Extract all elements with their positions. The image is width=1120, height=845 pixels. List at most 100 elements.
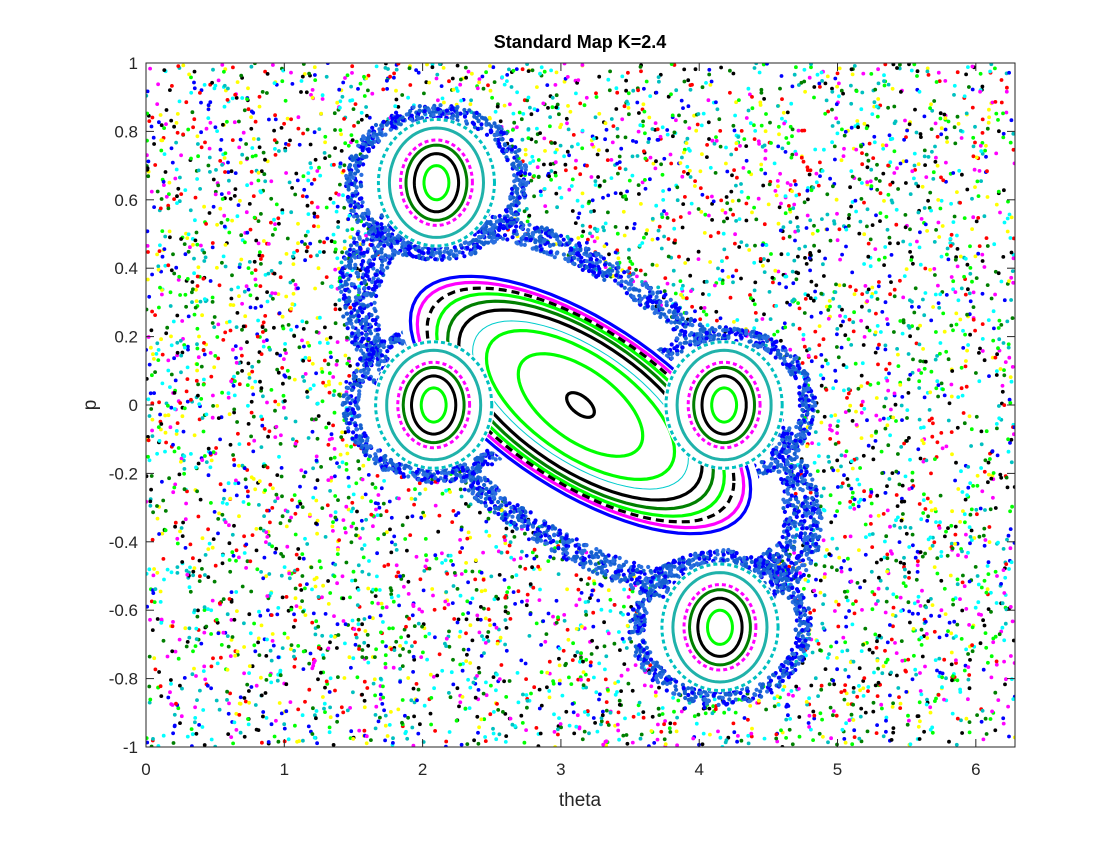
sea-point	[869, 434, 874, 438]
sea-point	[930, 416, 934, 421]
sea-point	[164, 331, 169, 336]
sea-point	[155, 570, 160, 575]
sea-point	[157, 305, 161, 310]
sea-point	[985, 169, 989, 174]
sea-point	[562, 154, 566, 159]
sea-point	[867, 141, 872, 146]
sea-point	[918, 230, 922, 235]
sea-point	[194, 674, 198, 678]
sea-point	[593, 226, 597, 231]
sea-point	[830, 89, 835, 94]
sea-point	[263, 157, 267, 162]
sea-point	[895, 166, 899, 171]
sea-point	[200, 416, 205, 420]
sea-point	[309, 93, 313, 97]
sea-point	[898, 701, 903, 706]
sea-point	[877, 633, 882, 638]
sea-point	[959, 136, 964, 140]
sea-point	[174, 432, 179, 436]
sea-point	[648, 155, 653, 160]
sea-point	[865, 207, 870, 212]
sea-point	[289, 607, 294, 612]
sea-point	[681, 202, 686, 207]
sea-point	[253, 487, 258, 492]
sea-point	[817, 249, 822, 254]
sea-point	[365, 113, 369, 118]
sea-point	[918, 132, 923, 136]
sea-point	[725, 169, 730, 174]
sea-point	[996, 271, 1001, 276]
sea-point	[839, 690, 844, 694]
sea-point	[571, 710, 576, 715]
sea-point	[247, 671, 252, 675]
sea-point	[502, 82, 507, 87]
sea-point	[903, 525, 908, 529]
sea-point	[310, 95, 315, 100]
sea-point	[455, 587, 460, 591]
sea-point	[406, 488, 411, 492]
sea-point	[240, 369, 245, 373]
sea-point	[206, 103, 211, 108]
sea-point	[544, 210, 549, 214]
sea-point	[172, 449, 177, 454]
sea-point	[969, 444, 973, 448]
sea-point	[192, 566, 197, 570]
sea-point	[519, 658, 524, 663]
sea-point	[604, 700, 609, 704]
sea-point	[524, 728, 528, 732]
sea-point	[314, 716, 318, 721]
sea-point	[945, 553, 950, 558]
sea-point	[203, 454, 207, 458]
sea-point	[939, 608, 944, 613]
sea-point	[904, 159, 909, 164]
sea-point	[178, 401, 183, 405]
sea-point	[459, 742, 464, 747]
sea-point	[394, 574, 399, 579]
sea-point	[881, 171, 886, 176]
sea-point	[667, 187, 672, 192]
sea-point	[318, 173, 323, 178]
sea-point	[158, 113, 163, 117]
sea-point	[380, 640, 385, 644]
sea-point	[606, 210, 610, 215]
sea-point	[1006, 704, 1010, 709]
sea-point	[923, 291, 928, 295]
sea-point	[390, 540, 394, 545]
sea-point	[338, 452, 343, 457]
sea-point	[789, 101, 794, 106]
sea-point	[233, 379, 237, 383]
sea-point	[269, 196, 274, 201]
sea-point	[444, 739, 449, 744]
sea-point	[273, 227, 277, 232]
sea-point	[948, 237, 953, 241]
sea-point	[885, 657, 890, 662]
sea-point	[594, 91, 598, 96]
sea-point	[869, 522, 873, 526]
sea-point	[159, 148, 164, 153]
sea-point	[251, 477, 256, 481]
sea-point	[148, 697, 153, 702]
sea-point	[604, 743, 608, 747]
sea-point	[908, 242, 913, 247]
sea-point	[249, 126, 254, 131]
sea-point	[985, 126, 990, 131]
sea-point	[233, 187, 238, 192]
sea-point	[456, 617, 461, 622]
sea-point	[451, 563, 455, 567]
chaotic-sea	[146, 63, 1015, 747]
sea-point	[234, 478, 238, 483]
sea-point	[866, 443, 871, 448]
sea-point	[984, 429, 989, 434]
sea-point	[150, 272, 155, 277]
sea-point	[889, 738, 894, 742]
sea-point	[577, 597, 582, 602]
sea-point	[960, 608, 965, 613]
sea-point	[987, 374, 991, 378]
sea-point	[943, 127, 948, 132]
sea-point	[951, 279, 956, 284]
sea-point	[209, 737, 214, 742]
sea-point	[335, 646, 339, 650]
sea-point	[459, 494, 464, 499]
sea-point	[968, 299, 973, 304]
sea-point	[731, 123, 736, 128]
